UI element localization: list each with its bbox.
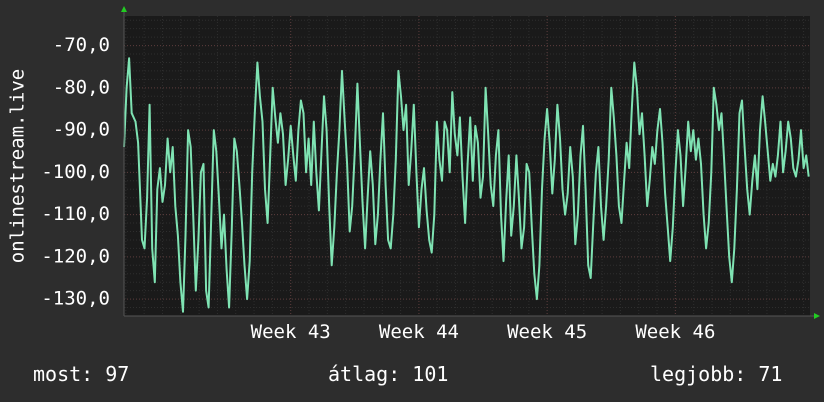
stat-best: legjobb: 71	[650, 362, 783, 386]
series-line	[123, 57, 810, 313]
x-axis-arrow-icon	[814, 313, 820, 319]
y-axis-ticks: -70,0 -80,0 -90,0 -100,0 -110,0 -120,0 -130,0	[41, 34, 110, 310]
y-tick-label: -90,0	[53, 119, 110, 141]
y-tick-label: -120,0	[41, 245, 110, 267]
stat-average: átlag: 101	[328, 362, 449, 386]
x-axis-ticks: Week 43 Week 44 Week 45 Week 46	[251, 321, 716, 343]
y-tick-label: -80,0	[53, 76, 110, 98]
x-tick-label: Week 44	[379, 321, 459, 343]
x-tick-label: Week 43	[251, 321, 331, 343]
stat-current: most: 97	[33, 362, 130, 386]
y-tick-label: -130,0	[41, 288, 110, 310]
y-tick-label: -100,0	[41, 161, 110, 183]
x-tick-label: Week 46	[635, 321, 715, 343]
y-tick-label: -70,0	[53, 34, 110, 56]
y-axis-label: onlinestream.live	[7, 69, 29, 263]
y-axis-arrow-icon	[121, 6, 127, 12]
y-tick-label: -110,0	[41, 203, 110, 225]
x-tick-label: Week 45	[507, 321, 587, 343]
series-group	[123, 57, 810, 313]
